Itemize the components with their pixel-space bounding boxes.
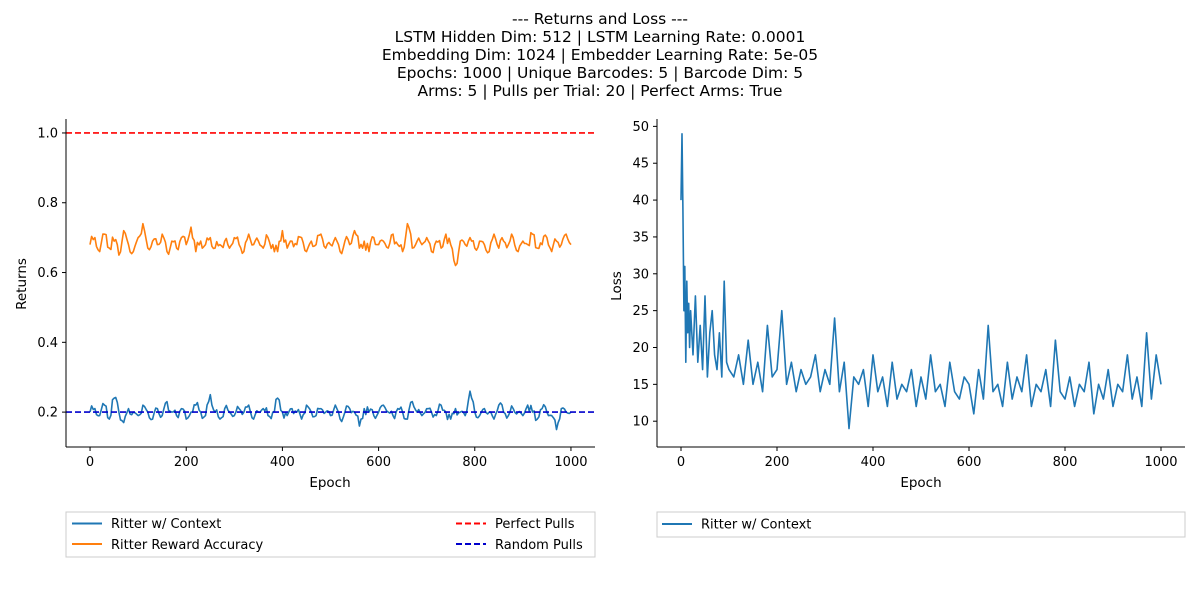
loss-y-tick-label: 40 [632, 194, 649, 209]
returns-x-tick-label: 200 [174, 455, 199, 470]
returns-legend-label-perfect: Perfect Pulls [495, 517, 575, 532]
loss-y-axis-label: Loss [609, 271, 625, 301]
loss-x-axis-label: Epoch [900, 475, 941, 491]
loss-legend: Ritter w/ Context [656, 511, 1186, 538]
title-line: Arms: 5 | Pulls per Trial: 20 | Perfect … [418, 82, 783, 100]
returns-plot-area: 0 200 400 600 800 1000 0.2 0.4 0.6 0.8 1.0 [37, 119, 595, 470]
loss-x-tick-label: 800 [1053, 455, 1078, 470]
loss-chart: 0 200 400 600 800 1000 10 15 20 25 30 35 40 45 50 Epoc… [609, 119, 1186, 538]
figure-title: --- Returns and Loss --- LSTM Hidden Dim… [382, 10, 818, 100]
returns-x-tick-label: 400 [270, 455, 295, 470]
loss-x-tick-label: 0 [677, 455, 685, 470]
returns-series-ritter-reward-accuracy-line [89, 222, 572, 267]
returns-y-tick-label: 0.8 [37, 196, 58, 211]
loss-x-tick-label: 1000 [1144, 455, 1177, 470]
loss-legend-box [656, 511, 1186, 538]
returns-y-tick-label: 0.4 [37, 336, 58, 351]
returns-y-tick-label: 0.2 [37, 406, 58, 421]
returns-x-tick-label: 800 [462, 455, 487, 470]
returns-series-ritter-w-context-line [89, 390, 572, 431]
returns-y-tick-label: 0.6 [37, 266, 58, 281]
loss-y-tick-label: 35 [632, 230, 649, 245]
loss-y-tick-label: 10 [632, 415, 649, 430]
returns-y-tick-label: 1.0 [37, 126, 58, 141]
loss-x-tick-label: 200 [765, 455, 790, 470]
loss-y-tick-label: 30 [632, 267, 649, 282]
loss-x-tick-label: 400 [861, 455, 886, 470]
title-line: --- Returns and Loss --- [512, 10, 688, 28]
loss-series-ritter-w-context-line [680, 132, 1162, 430]
loss-y-tick-label: 25 [632, 304, 649, 319]
title-line: Epochs: 1000 | Unique Barcodes: 5 | Barc… [397, 64, 803, 82]
returns-legend-label-context: Ritter w/ Context [111, 517, 221, 532]
returns-x-axis-label: Epoch [309, 475, 350, 491]
returns-legend-label-random: Random Pulls [495, 538, 583, 553]
loss-legend-label-context: Ritter w/ Context [701, 518, 811, 533]
returns-legend-box [65, 511, 596, 558]
returns-x-tick-label: 0 [86, 455, 94, 470]
loss-y-tick-label: 20 [632, 341, 649, 356]
returns-x-tick-label: 600 [366, 455, 391, 470]
returns-legend: Ritter w/ Context Ritter Reward Accuracy… [65, 511, 596, 558]
returns-x-tick-label: 1000 [554, 455, 587, 470]
title-line: Embedding Dim: 1024 | Embedder Learning … [382, 46, 818, 64]
loss-y-tick-label: 45 [632, 157, 649, 172]
returns-chart: 0 200 400 600 800 1000 0.2 0.4 0.6 0.8 1.0 Epoch R… [14, 119, 596, 558]
returns-y-axis-label: Returns [14, 258, 30, 310]
loss-plot-area: 0 200 400 600 800 1000 10 15 20 25 30 35 40 45 50 [632, 119, 1185, 470]
title-line: LSTM Hidden Dim: 512 | LSTM Learning Rat… [395, 28, 806, 46]
loss-y-tick-label: 50 [632, 120, 649, 135]
returns-legend-label-accuracy: Ritter Reward Accuracy [111, 538, 264, 553]
loss-x-tick-label: 600 [957, 455, 982, 470]
loss-y-tick-label: 15 [632, 378, 649, 393]
